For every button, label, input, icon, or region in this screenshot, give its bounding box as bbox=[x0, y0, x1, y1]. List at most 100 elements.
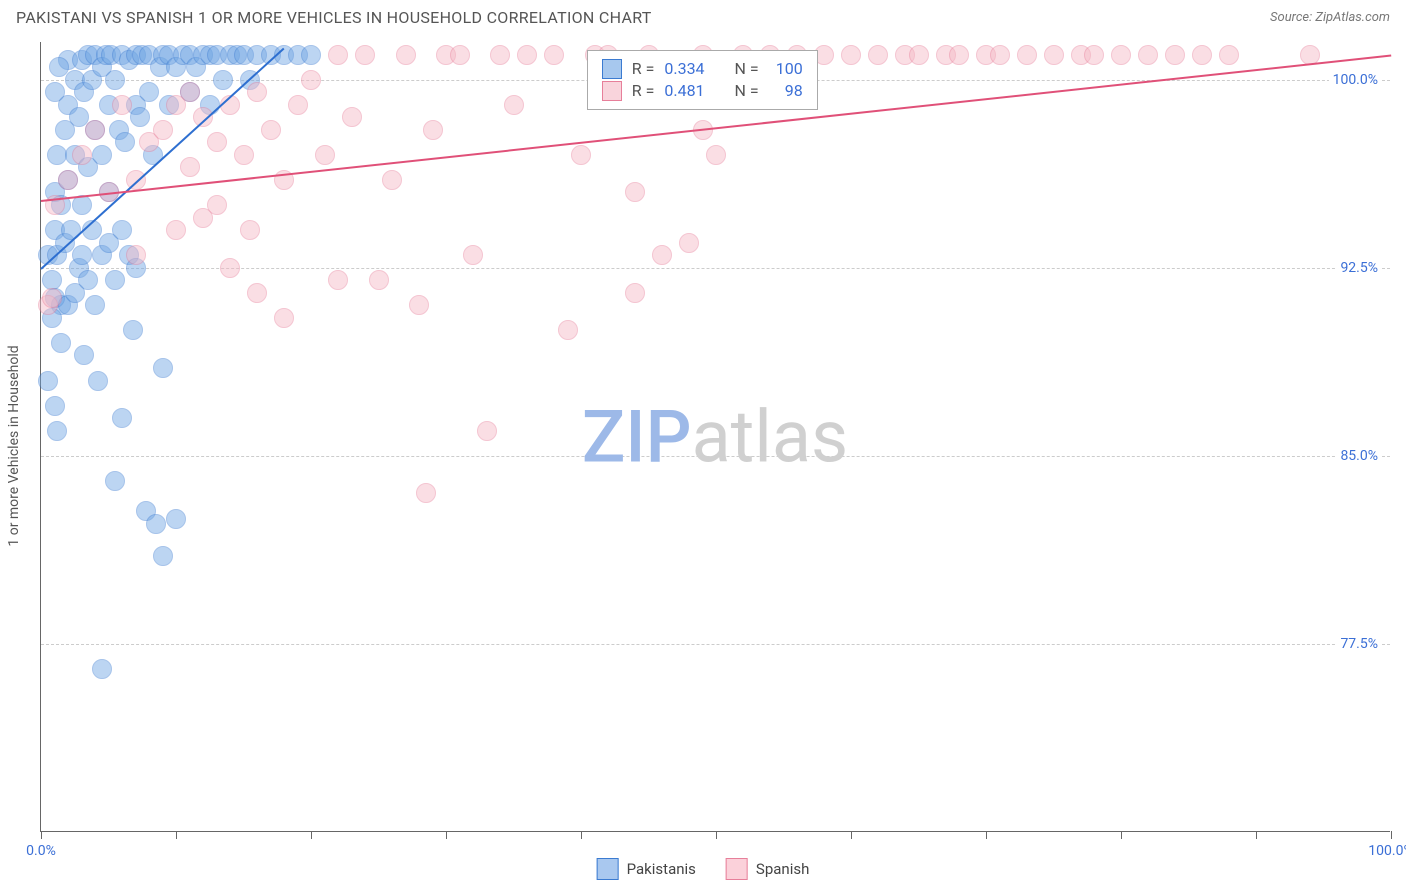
scatter-point bbox=[42, 288, 62, 308]
y-tick-label: 85.0% bbox=[1336, 448, 1382, 464]
x-tick bbox=[446, 831, 447, 839]
legend-r-value: 0.481 bbox=[664, 81, 704, 100]
scatter-point bbox=[112, 408, 132, 428]
scatter-point bbox=[625, 283, 645, 303]
scatter-point bbox=[301, 45, 321, 65]
scatter-point bbox=[123, 320, 143, 340]
scatter-point bbox=[213, 70, 233, 90]
scatter-point bbox=[517, 45, 537, 65]
correlation-legend: R = 0.334 N = 100 R = 0.481 N = 98 bbox=[587, 50, 818, 110]
scatter-point bbox=[166, 220, 186, 240]
scatter-point bbox=[72, 145, 92, 165]
scatter-point bbox=[625, 182, 645, 202]
legend-label: Pakistanis bbox=[627, 860, 696, 878]
legend-swatch bbox=[597, 858, 619, 880]
scatter-point bbox=[355, 45, 375, 65]
x-tick bbox=[311, 831, 312, 839]
x-tick-label: 0.0% bbox=[26, 843, 56, 859]
scatter-point bbox=[247, 82, 267, 102]
scatter-point bbox=[1192, 45, 1212, 65]
scatter-point bbox=[166, 509, 186, 529]
scatter-point bbox=[1111, 45, 1131, 65]
scatter-point bbox=[477, 421, 497, 441]
scatter-point bbox=[382, 170, 402, 190]
scatter-point bbox=[180, 82, 200, 102]
legend-swatch bbox=[726, 858, 748, 880]
scatter-point bbox=[288, 95, 308, 115]
scatter-point bbox=[315, 145, 335, 165]
gridline bbox=[41, 456, 1390, 457]
legend-label: Spanish bbox=[756, 860, 809, 878]
scatter-point bbox=[990, 45, 1010, 65]
scatter-point bbox=[450, 45, 470, 65]
scatter-point bbox=[85, 120, 105, 140]
y-tick-label: 92.5% bbox=[1336, 260, 1382, 276]
scatter-point bbox=[92, 659, 112, 679]
x-tick bbox=[1256, 831, 1257, 839]
legend-r-label: R = bbox=[632, 81, 655, 100]
scatter-point bbox=[652, 245, 672, 265]
legend-n-value: 100 bbox=[769, 59, 803, 78]
x-tick bbox=[176, 831, 177, 839]
scatter-point bbox=[558, 320, 578, 340]
legend-item: Pakistanis bbox=[597, 858, 696, 880]
scatter-point bbox=[61, 220, 81, 240]
legend-n-value: 98 bbox=[769, 81, 803, 100]
scatter-point bbox=[328, 270, 348, 290]
scatter-point bbox=[1017, 45, 1037, 65]
scatter-point bbox=[1138, 45, 1158, 65]
scatter-point bbox=[45, 396, 65, 416]
scatter-point bbox=[112, 95, 132, 115]
scatter-point bbox=[78, 270, 98, 290]
chart-title: PAKISTANI VS SPANISH 1 OR MORE VEHICLES … bbox=[16, 8, 652, 27]
scatter-point bbox=[126, 245, 146, 265]
legend-n-label: N = bbox=[735, 81, 759, 100]
x-tick bbox=[986, 831, 987, 839]
source-attribution: Source: ZipAtlas.com bbox=[1270, 10, 1390, 25]
y-tick-label: 100.0% bbox=[1329, 72, 1382, 88]
scatter-point bbox=[72, 245, 92, 265]
legend-r-value: 0.334 bbox=[664, 59, 704, 78]
scatter-point bbox=[88, 371, 108, 391]
scatter-point bbox=[130, 107, 150, 127]
x-tick bbox=[716, 831, 717, 839]
legend-item: Spanish bbox=[726, 858, 809, 880]
scatter-point bbox=[51, 333, 71, 353]
scatter-point bbox=[369, 270, 389, 290]
scatter-point bbox=[85, 295, 105, 315]
scatter-point bbox=[74, 345, 94, 365]
scatter-point bbox=[504, 95, 524, 115]
scatter-point bbox=[949, 45, 969, 65]
legend-r-label: R = bbox=[632, 59, 655, 78]
scatter-point bbox=[139, 82, 159, 102]
scatter-point bbox=[868, 45, 888, 65]
scatter-point bbox=[463, 245, 483, 265]
scatter-point bbox=[841, 45, 861, 65]
x-tick-label: 100.0% bbox=[1368, 843, 1406, 859]
scatter-point bbox=[1165, 45, 1185, 65]
scatter-point bbox=[38, 371, 58, 391]
scatter-point bbox=[328, 45, 348, 65]
gridline bbox=[41, 268, 1390, 269]
scatter-point bbox=[1084, 45, 1104, 65]
scatter-point bbox=[416, 483, 436, 503]
scatter-point bbox=[193, 208, 213, 228]
scatter-point bbox=[49, 57, 69, 77]
x-tick bbox=[41, 831, 42, 839]
x-tick bbox=[1391, 831, 1392, 839]
scatter-point bbox=[490, 45, 510, 65]
x-tick bbox=[581, 831, 582, 839]
scatter-point bbox=[342, 107, 362, 127]
scatter-point bbox=[1219, 45, 1239, 65]
scatter-point bbox=[396, 45, 416, 65]
legend-row: R = 0.481 N = 98 bbox=[602, 81, 803, 101]
scatter-point bbox=[58, 170, 78, 190]
scatter-point bbox=[274, 308, 294, 328]
x-tick bbox=[851, 831, 852, 839]
scatter-point bbox=[153, 546, 173, 566]
plot-area: 77.5%85.0%92.5%100.0%0.0%100.0% ZIPatlas… bbox=[40, 42, 1390, 832]
legend-swatch bbox=[602, 59, 622, 79]
scatter-point bbox=[115, 132, 135, 152]
scatter-point bbox=[153, 358, 173, 378]
scatter-point bbox=[180, 157, 200, 177]
